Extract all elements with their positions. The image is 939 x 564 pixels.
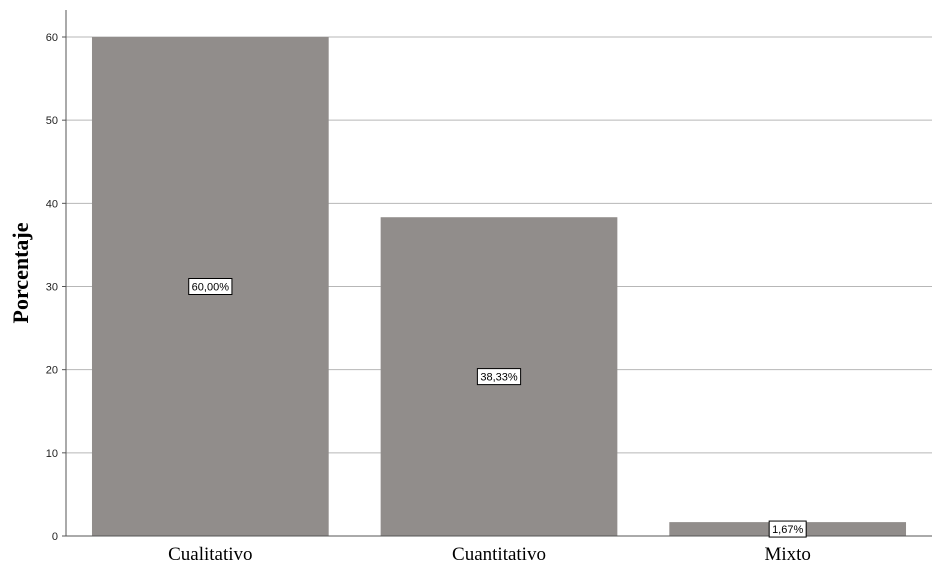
y-tick-label: 30 bbox=[46, 282, 58, 294]
y-tick-label: 50 bbox=[46, 115, 58, 127]
y-ticks: 0 10 20 30 40 50 60 bbox=[46, 32, 66, 543]
bars bbox=[91, 37, 907, 536]
data-label-box bbox=[188, 278, 233, 295]
y-tick-label: 20 bbox=[46, 365, 58, 377]
y-tick-label: 60 bbox=[46, 32, 58, 44]
data-label: 60,00% bbox=[192, 282, 230, 294]
y-axis-title: Porcentaje bbox=[8, 222, 33, 323]
data-label: 1,67% bbox=[772, 524, 803, 536]
data-labels: 60,00% 38,33% 1,67% bbox=[188, 278, 807, 538]
y-tick-label: 10 bbox=[46, 448, 58, 460]
data-label-box bbox=[768, 520, 807, 538]
x-category-label: Cualitativo bbox=[168, 544, 252, 564]
data-label: 38,33% bbox=[480, 372, 518, 384]
x-category-labels: Cualitativo Cuantitativo Mixto bbox=[168, 544, 811, 564]
x-category-label: Mixto bbox=[764, 544, 810, 564]
x-category-label: Cuantitativo bbox=[452, 544, 546, 564]
y-tick-label: 40 bbox=[46, 198, 58, 210]
y-tick-label: 0 bbox=[52, 531, 58, 543]
data-label-box bbox=[476, 368, 522, 386]
